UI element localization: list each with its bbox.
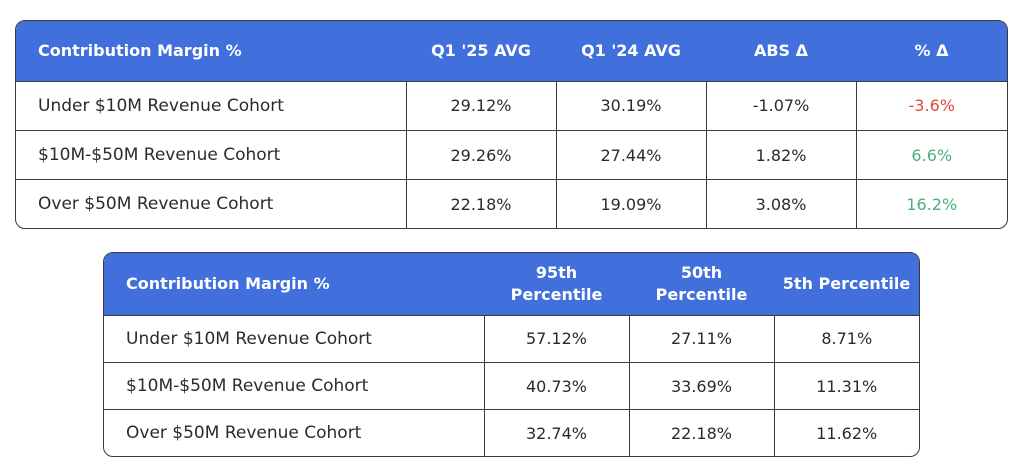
contribution-margin-yoy-table: Contribution Margin % Q1 '25 AVG Q1 '24 … — [15, 20, 1008, 229]
header-95th-percentile: 95th Percentile — [484, 253, 629, 315]
header-q1-24-avg: Q1 '24 AVG — [556, 21, 706, 81]
row-label: $10M-$50M Revenue Cohort — [16, 129, 406, 180]
cell-pct: 16.2% — [855, 179, 1007, 228]
cell-q1-25: 29.26% — [405, 129, 556, 180]
header-abs-delta: ABS Δ — [706, 21, 856, 81]
header-metric: Contribution Margin % — [16, 21, 406, 81]
cell-p5: 11.62% — [773, 409, 919, 456]
header-5th-percentile: 5th Percentile — [774, 253, 919, 315]
cell-p5: 8.71% — [773, 314, 919, 363]
row-label: Over $50M Revenue Cohort — [104, 409, 484, 456]
table-row: $10M-$50M Revenue Cohort 29.26% 27.44% 1… — [16, 129, 1007, 180]
cell-p50: 22.18% — [628, 409, 774, 456]
cell-q1-25: 29.12% — [405, 80, 556, 131]
header-50th-percentile: 50th Percentile — [629, 253, 774, 315]
cell-p95: 40.73% — [483, 361, 629, 410]
cell-abs: 1.82% — [705, 129, 856, 180]
cell-p50: 27.11% — [628, 314, 774, 363]
contribution-margin-percentile-table: Contribution Margin % 95th Percentile 50… — [103, 252, 920, 457]
table-row: $10M-$50M Revenue Cohort 40.73% 33.69% 1… — [104, 361, 919, 410]
header-pct-delta: % Δ — [856, 21, 1007, 81]
cell-q1-24: 19.09% — [555, 179, 706, 228]
cell-q1-24: 27.44% — [555, 129, 706, 180]
cell-abs: 3.08% — [705, 179, 856, 228]
cell-q1-25: 22.18% — [405, 179, 556, 228]
table-row: Under $10M Revenue Cohort 57.12% 27.11% … — [104, 314, 919, 363]
table-header-row: Contribution Margin % Q1 '25 AVG Q1 '24 … — [16, 21, 1007, 81]
cell-p95: 32.74% — [483, 409, 629, 456]
row-label: Under $10M Revenue Cohort — [16, 80, 406, 131]
header-q1-25-avg: Q1 '25 AVG — [406, 21, 556, 81]
cell-q1-24: 30.19% — [555, 80, 706, 131]
header-metric: Contribution Margin % — [104, 253, 484, 315]
row-label: Over $50M Revenue Cohort — [16, 179, 406, 228]
cell-pct: -3.6% — [855, 80, 1007, 131]
cell-pct: 6.6% — [855, 129, 1007, 180]
table-row: Under $10M Revenue Cohort 29.12% 30.19% … — [16, 80, 1007, 131]
row-label: $10M-$50M Revenue Cohort — [104, 361, 484, 410]
table-row: Over $50M Revenue Cohort 32.74% 22.18% 1… — [104, 409, 919, 456]
cell-abs: -1.07% — [705, 80, 856, 131]
cell-p50: 33.69% — [628, 361, 774, 410]
cell-p95: 57.12% — [483, 314, 629, 363]
cell-p5: 11.31% — [773, 361, 919, 410]
table-row: Over $50M Revenue Cohort 22.18% 19.09% 3… — [16, 179, 1007, 228]
table-header-row: Contribution Margin % 95th Percentile 50… — [104, 253, 919, 315]
row-label: Under $10M Revenue Cohort — [104, 314, 484, 363]
